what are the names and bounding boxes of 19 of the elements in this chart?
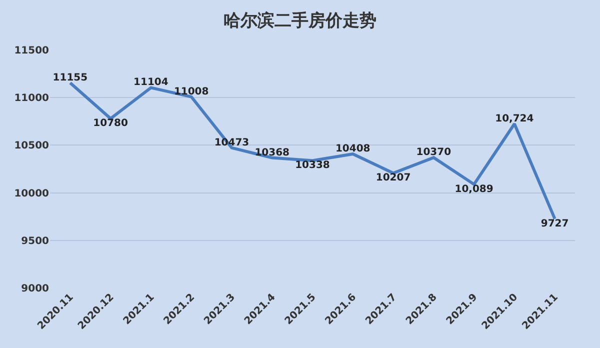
data-label: 10338	[295, 160, 330, 172]
y-tick-label: 10500	[14, 140, 50, 152]
data-label: 10,089	[454, 184, 494, 195]
data-label: 10207	[376, 172, 411, 184]
y-tick-label: 11500	[14, 46, 50, 56]
data-label: 10368	[254, 147, 290, 158]
data-label: 11155	[52, 72, 88, 84]
data-label: 10,724	[495, 113, 534, 124]
y-tick-label: 11000	[14, 93, 50, 104]
data-label: 9727	[540, 218, 569, 230]
y-tick-label: 10000	[14, 188, 50, 200]
data-label: 11008	[174, 86, 209, 98]
data-label: 10370	[416, 147, 452, 158]
data-label: 10780	[93, 118, 128, 130]
data-label: 10408	[335, 143, 370, 154]
chart-title: 哈尔滨二手房价走势	[224, 10, 376, 31]
data-label: 11104	[134, 77, 168, 88]
y-tick-label: 9500	[21, 236, 50, 247]
y-tick-label: 9000	[21, 284, 50, 294]
